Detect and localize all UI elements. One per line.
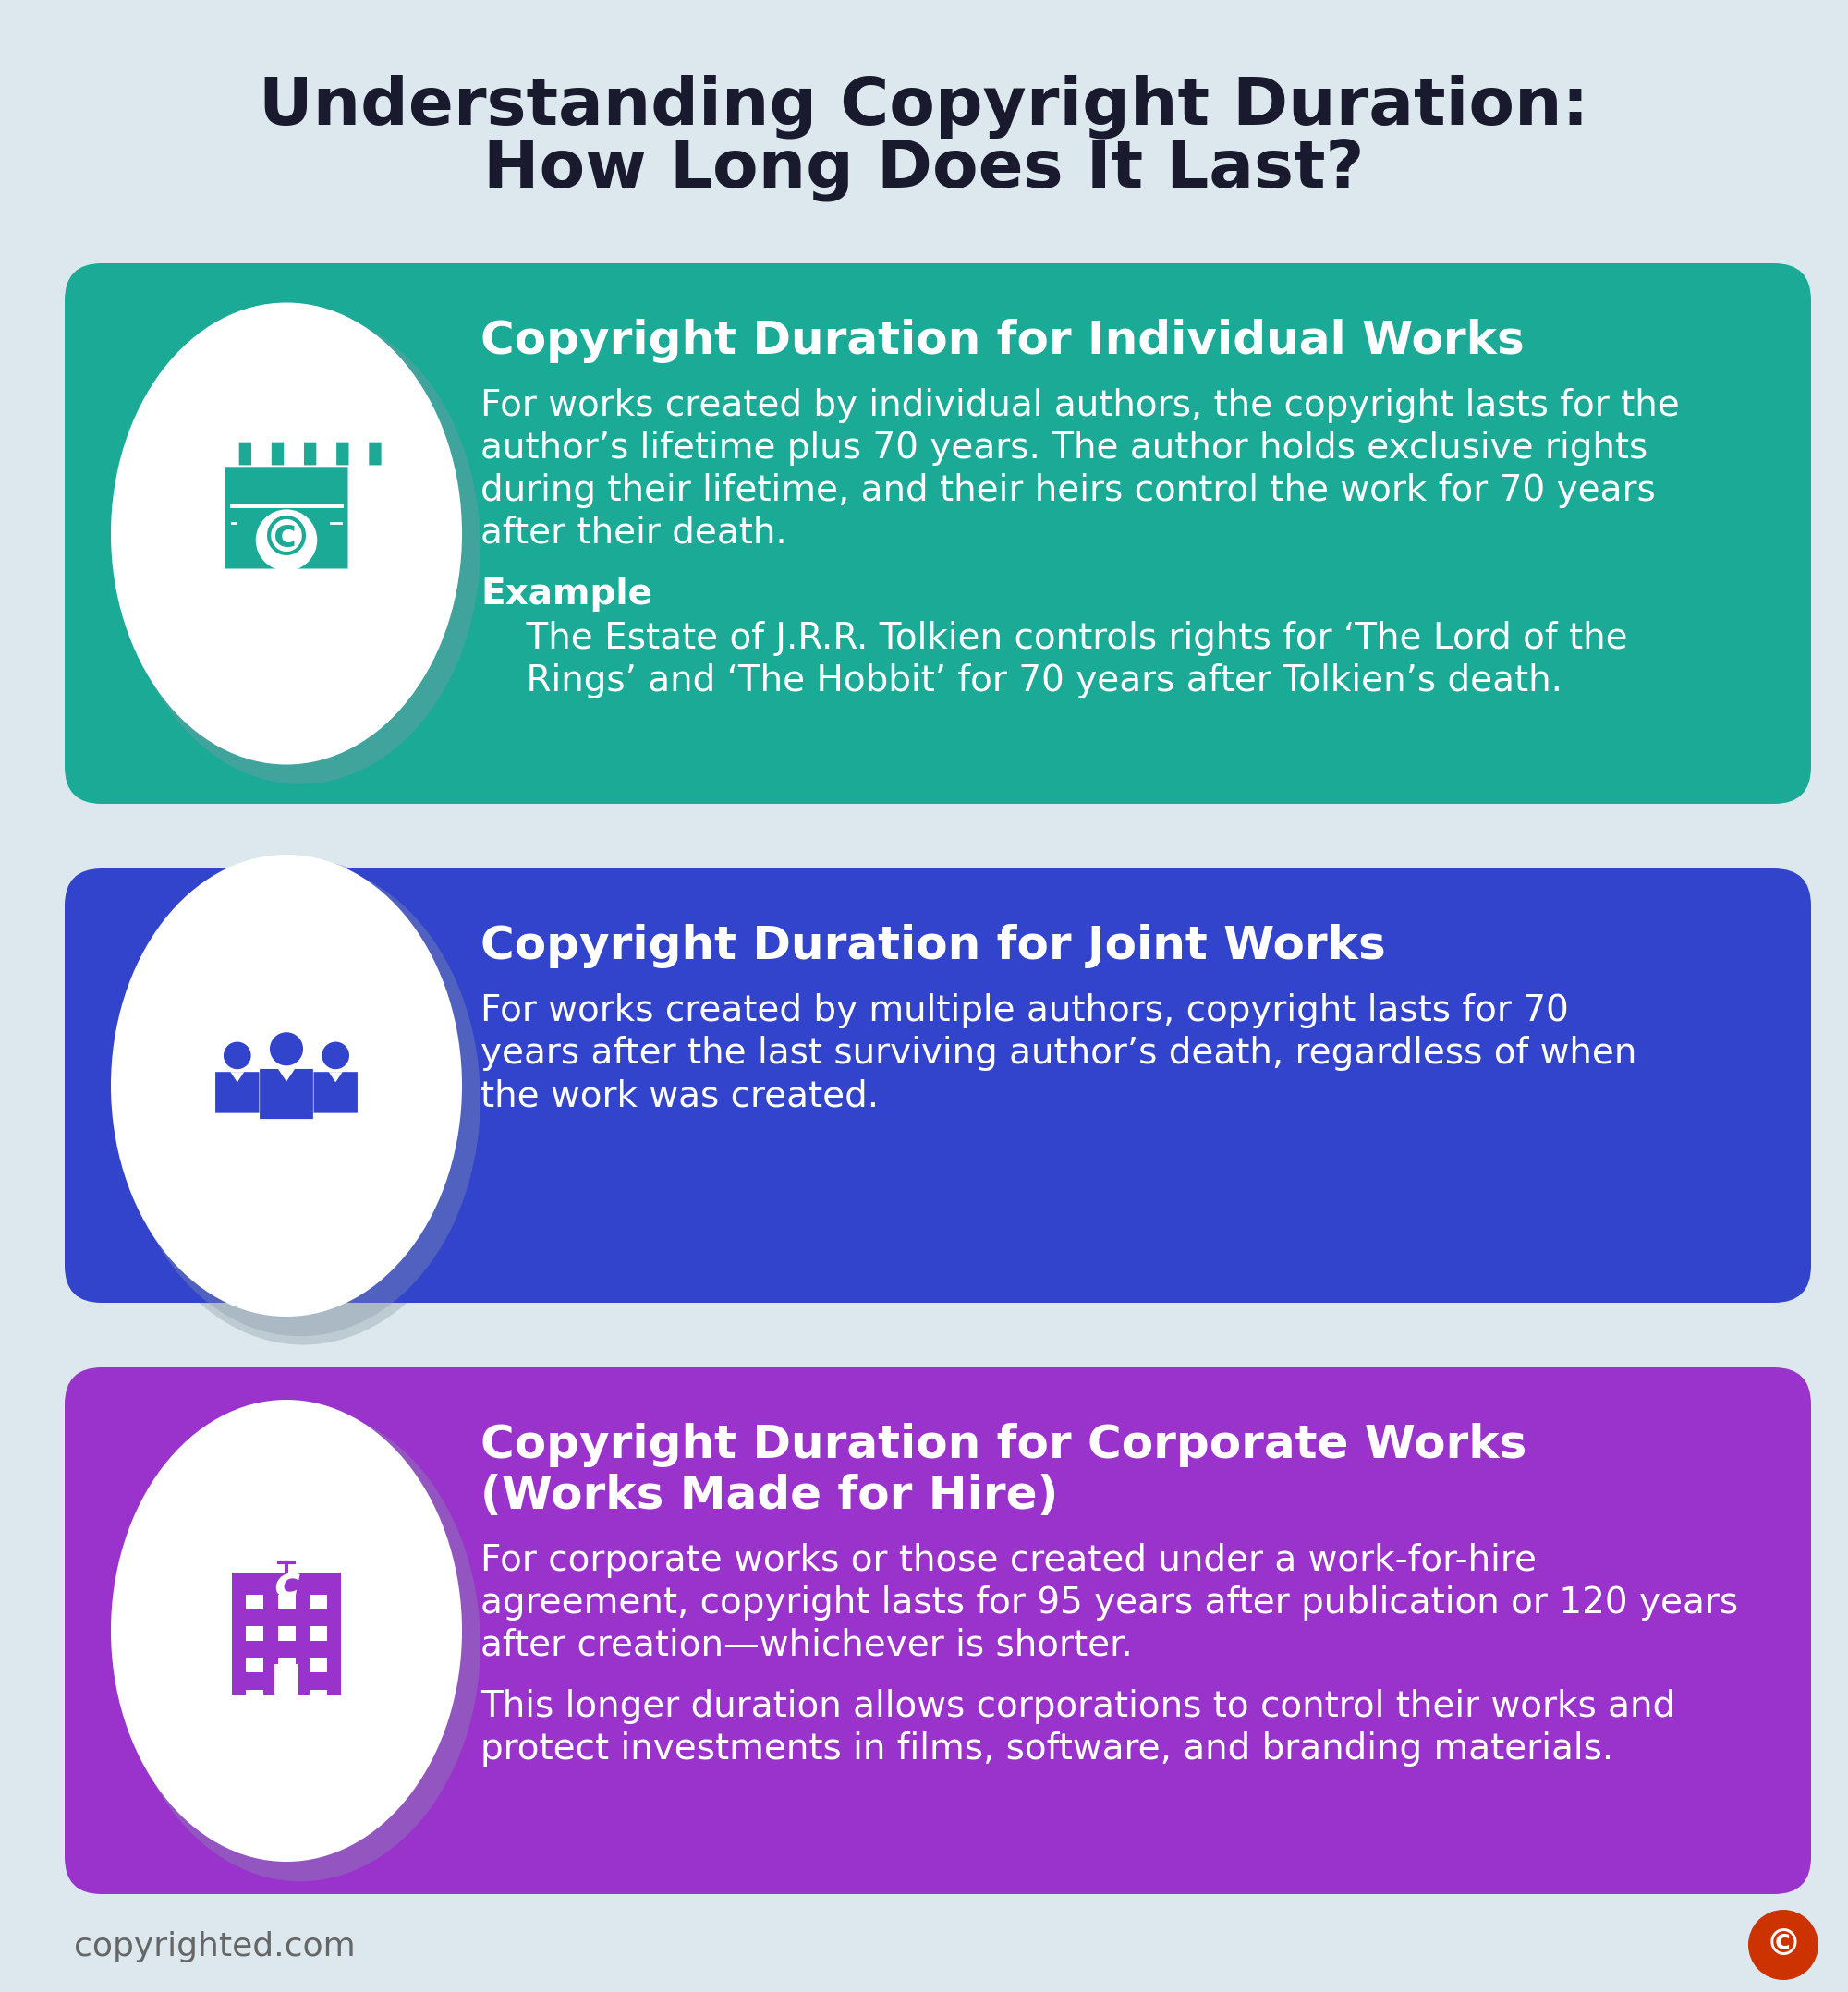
Ellipse shape [111,855,462,1317]
Ellipse shape [118,861,488,1345]
Ellipse shape [118,1404,488,1890]
Text: protect investments in films, software, and branding materials.: protect investments in films, software, … [480,1731,1613,1767]
Text: (Works Made for Hire): (Works Made for Hire) [480,1474,1059,1518]
FancyBboxPatch shape [370,442,381,464]
Text: Understanding Copyright Duration:: Understanding Copyright Duration: [259,74,1589,137]
FancyBboxPatch shape [309,1627,327,1641]
Circle shape [270,1032,303,1066]
Text: years after the last surviving author’s death, regardless of when: years after the last surviving author’s … [480,1036,1637,1072]
FancyBboxPatch shape [277,1627,296,1641]
FancyBboxPatch shape [238,442,251,464]
FancyBboxPatch shape [277,1689,296,1703]
Ellipse shape [120,1408,480,1880]
Text: Copyright Duration for Individual Works: Copyright Duration for Individual Works [480,319,1525,363]
FancyBboxPatch shape [246,1689,264,1703]
FancyBboxPatch shape [277,1596,296,1610]
FancyBboxPatch shape [225,466,347,568]
Ellipse shape [120,311,480,785]
Circle shape [255,510,318,572]
Text: c: c [274,1564,299,1606]
FancyBboxPatch shape [303,442,316,464]
Text: For corporate works or those created under a work-for-hire: For corporate works or those created und… [480,1544,1538,1578]
Text: This longer duration allows corporations to control their works and: This longer duration allows corporations… [480,1689,1676,1723]
FancyBboxPatch shape [314,1072,357,1114]
Text: Copyright Duration for Corporate Works: Copyright Duration for Corporate Works [480,1422,1526,1468]
Polygon shape [277,1070,296,1082]
Text: author’s lifetime plus 70 years. The author holds exclusive rights: author’s lifetime plus 70 years. The aut… [480,430,1648,466]
FancyBboxPatch shape [274,1663,299,1695]
FancyBboxPatch shape [246,1657,264,1671]
Ellipse shape [118,307,488,793]
Text: The Estate of J.R.R. Tolkien controls rights for ‘The Lord of the: The Estate of J.R.R. Tolkien controls ri… [480,622,1628,655]
FancyBboxPatch shape [277,1657,296,1671]
FancyBboxPatch shape [309,1689,327,1703]
FancyBboxPatch shape [246,1627,264,1641]
Text: the work was created.: the work was created. [480,1078,880,1114]
Text: Example: Example [480,576,652,612]
Polygon shape [231,1072,244,1082]
Text: Rings’ and ‘The Hobbit’ for 70 years after Tolkien’s death.: Rings’ and ‘The Hobbit’ for 70 years aft… [480,663,1563,699]
Polygon shape [329,1072,342,1082]
Ellipse shape [111,1400,462,1863]
FancyBboxPatch shape [336,442,349,464]
Ellipse shape [111,303,462,765]
FancyBboxPatch shape [216,1072,259,1114]
FancyBboxPatch shape [65,263,1811,805]
Circle shape [322,1042,349,1070]
Text: ©: © [1765,1928,1802,1962]
Text: For works created by multiple authors, copyright lasts for 70: For works created by multiple authors, c… [480,994,1569,1028]
FancyBboxPatch shape [246,1596,264,1610]
FancyBboxPatch shape [65,1367,1811,1894]
Text: agreement, copyright lasts for 95 years after publication or 120 years: agreement, copyright lasts for 95 years … [480,1586,1739,1621]
Circle shape [1748,1910,1818,1980]
FancyBboxPatch shape [65,869,1811,1303]
Text: ©: © [259,514,314,566]
Circle shape [224,1042,251,1070]
Text: copyrighted.com: copyrighted.com [74,1930,355,1962]
Text: Copyright Duration for Joint Works: Copyright Duration for Joint Works [480,924,1386,968]
Text: How Long Does It Last?: How Long Does It Last? [484,139,1364,203]
FancyBboxPatch shape [261,1070,312,1120]
Text: For works created by individual authors, the copyright lasts for the: For works created by individual authors,… [480,388,1680,422]
Text: after creation—whichever is shorter.: after creation—whichever is shorter. [480,1627,1133,1663]
Text: after their death.: after their death. [480,516,787,550]
FancyBboxPatch shape [233,1574,340,1695]
Text: during their lifetime, and their heirs control the work for 70 years: during their lifetime, and their heirs c… [480,472,1656,508]
Ellipse shape [120,863,480,1337]
FancyBboxPatch shape [309,1657,327,1671]
FancyBboxPatch shape [309,1596,327,1610]
FancyBboxPatch shape [272,442,285,464]
